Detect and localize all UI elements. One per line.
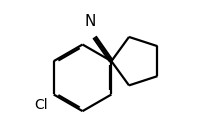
Text: Cl: Cl: [34, 98, 48, 112]
Text: N: N: [85, 14, 96, 29]
